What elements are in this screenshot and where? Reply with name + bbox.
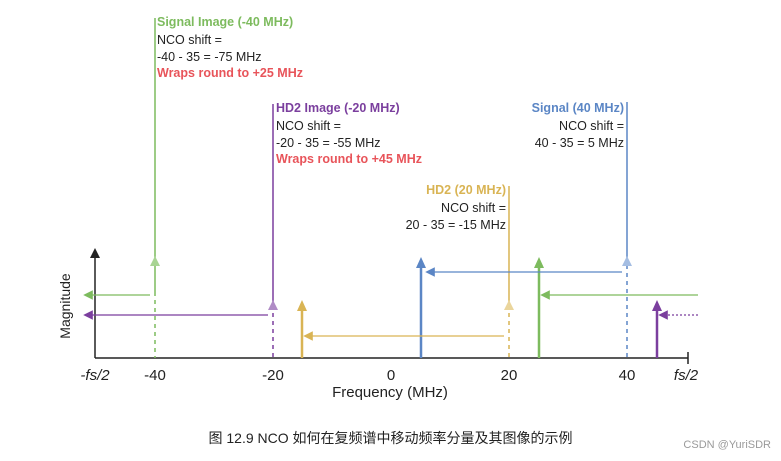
callout-signal-image: Signal Image (-40 MHz) NCO shift = -40 -… [157,15,303,80]
callout-signal-line1: NCO shift = [559,119,624,133]
tick-label-20: 20 [501,367,518,384]
figure-caption: 图 12.9 NCO 如何在复频谱中移动频率分量及其图像的示例 [208,430,573,446]
callout-hd2-title: HD2 (20 MHz) [426,183,506,197]
original-component-markers [150,256,632,310]
callout-signal-image-line3: Wraps round to +25 MHz [157,66,303,80]
component-lines [154,18,628,358]
hd2-image-marker-icon [268,300,278,310]
tick-label-neg20: -20 [262,367,284,384]
callout-signal-image-line2: -40 - 35 = -75 MHz [157,50,262,64]
watermark: CSDN @YuriSDR [683,439,771,451]
callout-signal-title: Signal (40 MHz) [532,101,624,115]
axes [90,248,689,364]
callout-hd2-line1: NCO shift = [441,201,506,215]
callout-signal: Signal (40 MHz) NCO shift = 40 - 35 = 5 … [532,101,624,150]
tick-label-fs2: fs/2 [674,367,699,384]
callout-hd2-image-line1: NCO shift = [276,119,341,133]
callout-hd2-image-line2: -20 - 35 = -55 MHz [276,136,381,150]
callout-hd2-image-title: HD2 Image (-20 MHz) [276,101,400,115]
tick-label-neg40: -40 [144,367,166,384]
callout-hd2: HD2 (20 MHz) NCO shift = 20 - 35 = -15 M… [406,183,506,232]
callout-hd2-line2: 20 - 35 = -15 MHz [406,218,506,232]
tick-label-0: 0 [387,367,395,384]
shift-arrows [83,267,698,341]
tick-label-40: 40 [619,367,636,384]
callout-hd2-image: HD2 Image (-20 MHz) NCO shift = -20 - 35… [276,101,422,166]
signal-image-marker-icon [150,256,160,266]
hd2-marker-icon [504,300,514,310]
x-axis-label: Frequency (MHz) [332,384,448,401]
callout-hd2-image-line3: Wraps round to +45 MHz [276,152,422,166]
shifted-hd2-image-arrow-icon [652,300,662,311]
shifted-signal-arrow-icon [416,257,426,268]
y-axis-label: Magnitude [57,273,73,339]
shifted-hd2-arrow-icon [297,300,307,311]
shifted-components [297,257,662,358]
callout-signal-image-title: Signal Image (-40 MHz) [157,15,293,29]
y-axis-arrow-icon [90,248,100,258]
callout-signal-image-line1: NCO shift = [157,33,222,47]
shifted-signal-image-arrow-icon [534,257,544,268]
tick-label-neg-fs2: -fs/2 [80,367,110,384]
callout-signal-line2: 40 - 35 = 5 MHz [535,136,624,150]
signal-marker-icon [622,256,632,266]
tick-labels: -fs/2 -40 -20 0 20 40 fs/2 [80,367,698,384]
